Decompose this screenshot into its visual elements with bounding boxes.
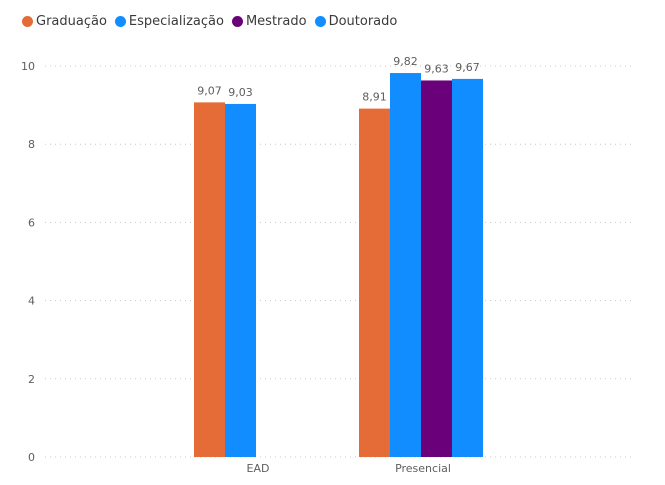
legend-swatch-especializacao	[114, 16, 126, 27]
data-label: 9,07	[197, 84, 222, 97]
bar[interactable]	[452, 78, 483, 457]
legend-swatch-mestrado	[231, 16, 243, 27]
data-label: 9,67	[455, 61, 480, 74]
legend-swatch-graduacao	[22, 16, 33, 27]
legend-item-mestrado[interactable]: Mestrado	[231, 14, 307, 29]
bar[interactable]	[194, 102, 225, 457]
legend-swatch-doutorado	[314, 16, 326, 27]
data-label: 9,82	[393, 55, 418, 68]
legend-label-especializacao: Especialização	[128, 14, 224, 29]
legend-label-mestrado: Mestrado	[245, 14, 307, 29]
y-tick-label: 2	[28, 373, 35, 386]
bar[interactable]	[225, 103, 256, 457]
y-axis-ticks: 0 2 4 6 8 10	[21, 60, 35, 464]
y-tick-label: 4	[28, 295, 35, 308]
x-tick-label: Presencial	[395, 462, 451, 475]
legend-label-graduacao: Graduação	[36, 14, 107, 29]
bar[interactable]	[421, 80, 452, 457]
y-tick-label: 10	[21, 60, 35, 73]
y-tick-label: 0	[28, 451, 35, 464]
legend-item-doutorado[interactable]: Doutorado	[314, 14, 398, 29]
legend-item-especializacao[interactable]: Especialização	[114, 14, 224, 29]
legend-label-doutorado: Doutorado	[328, 14, 398, 29]
data-label: 9,03	[228, 86, 253, 99]
legend-item-graduacao[interactable]: Graduação	[22, 14, 107, 29]
data-label: 9,63	[424, 62, 449, 75]
x-tick-label: EAD	[247, 462, 270, 475]
x-axis-ticks: EAD Presencial	[247, 462, 451, 475]
gridlines	[45, 65, 635, 458]
y-tick-label: 6	[28, 216, 35, 229]
bar[interactable]	[359, 108, 390, 457]
data-labels: 9,07 9,03 8,91 9,82 9,63 9,67	[197, 55, 480, 104]
legend: Graduação Especialização Mestrado Doutor…	[22, 14, 405, 29]
y-tick-label: 8	[28, 138, 35, 151]
bars	[194, 73, 483, 458]
data-label: 8,91	[362, 91, 387, 104]
bar[interactable]	[390, 73, 421, 458]
